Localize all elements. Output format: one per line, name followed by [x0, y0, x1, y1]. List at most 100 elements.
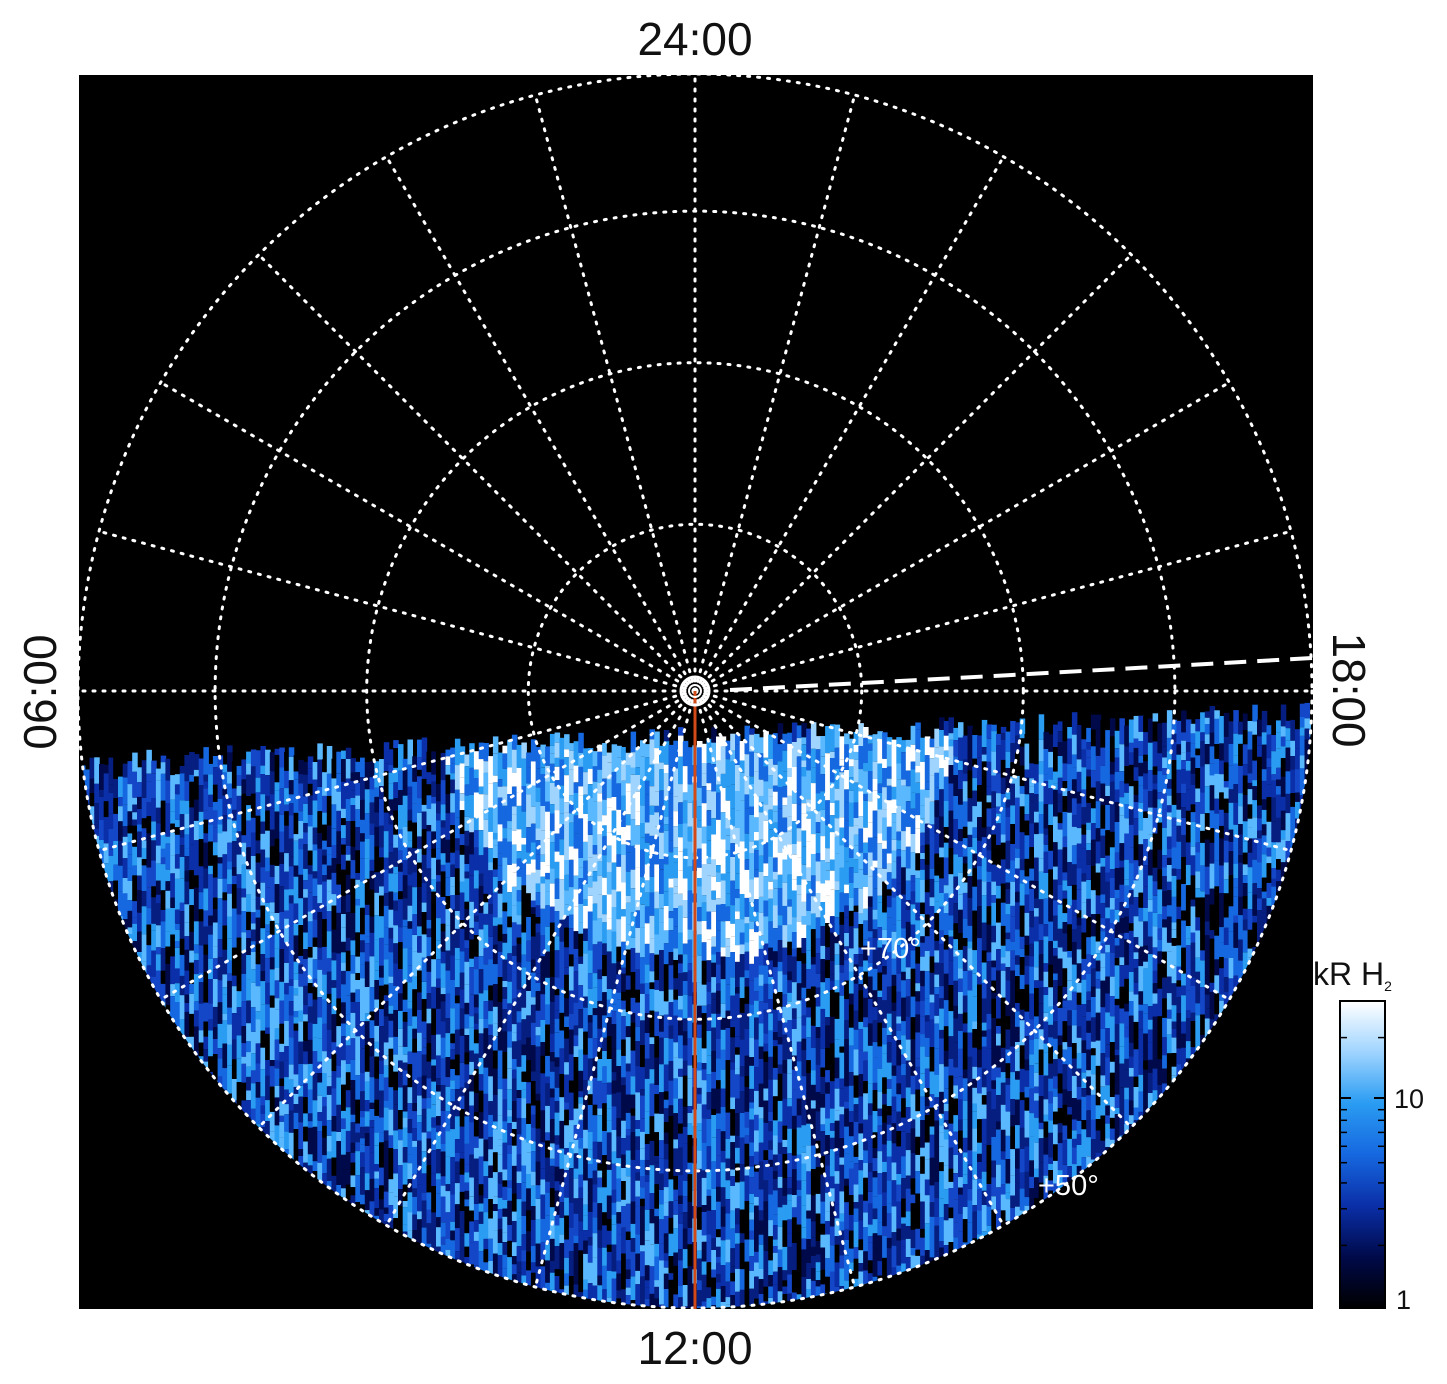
emission-cell — [549, 1165, 556, 1175]
emission-cell — [521, 811, 527, 838]
emission-cell — [488, 914, 494, 937]
emission-cell — [341, 808, 347, 819]
emission-cell — [473, 956, 480, 970]
emission-cell — [412, 872, 418, 879]
emission-cell — [383, 1016, 390, 1043]
emission-cell — [222, 815, 228, 832]
emission-cell — [473, 1007, 480, 1014]
emission-cell — [744, 1283, 750, 1308]
emission-cell — [735, 1135, 741, 1148]
emission-cell — [663, 1037, 670, 1065]
emission-cell — [697, 934, 703, 956]
emission-cell — [682, 1249, 689, 1269]
emission-cell — [298, 942, 304, 956]
emission-cell — [189, 870, 195, 890]
emission-cell — [564, 1215, 570, 1240]
emission-cell — [568, 1013, 575, 1030]
emission-cell — [345, 894, 352, 913]
emission-cell — [269, 794, 276, 809]
emission-cell — [374, 1025, 380, 1042]
emission-cell — [198, 909, 205, 922]
emission-cell — [307, 1089, 314, 1114]
emission-cell — [269, 876, 276, 903]
emission-cell — [497, 941, 504, 952]
emission-cell — [241, 932, 247, 952]
emission-cell — [725, 947, 731, 958]
emission-cell — [549, 1071, 556, 1089]
emission-cell — [649, 1223, 655, 1245]
emission-cell — [654, 980, 660, 990]
emission-cell — [189, 950, 195, 963]
emission-cell — [431, 1073, 437, 1082]
emission-cell — [730, 1169, 736, 1177]
emission-cell — [573, 1046, 580, 1057]
emission-cell — [407, 1008, 413, 1026]
emission-cell — [659, 1173, 665, 1190]
emission-cell — [678, 973, 684, 996]
emission-cell — [687, 1174, 693, 1202]
emission-cell — [540, 1194, 546, 1219]
emission-cell — [549, 830, 556, 843]
emission-cell — [507, 1003, 513, 1032]
emission-cell — [663, 864, 670, 892]
emission-cell — [265, 830, 271, 858]
emission-cell — [379, 1199, 385, 1210]
emission-cell — [464, 1206, 470, 1213]
emission-cell — [678, 1020, 684, 1036]
emission-cell — [412, 1016, 418, 1029]
emission-cell — [469, 767, 475, 795]
emission-cell — [450, 763, 456, 774]
emission-cell — [649, 1107, 655, 1117]
emission-cell — [540, 791, 546, 806]
emission-cell — [621, 1016, 627, 1040]
emission-cell — [687, 1018, 693, 1032]
emission-cell — [649, 739, 655, 765]
emission-cell — [412, 951, 418, 977]
emission-cell — [127, 825, 133, 834]
emission-cell — [260, 849, 266, 868]
emission-cell — [687, 1065, 693, 1079]
emission-cell — [720, 1069, 727, 1089]
emission-cell — [279, 912, 285, 930]
emission-cell — [540, 774, 546, 791]
emission-cell — [583, 1279, 589, 1290]
emission-cell — [336, 998, 342, 1027]
emission-cell — [488, 862, 494, 871]
emission-cell — [331, 1157, 337, 1176]
emission-cell — [146, 840, 152, 868]
emission-cell — [141, 934, 148, 962]
emission-cell — [507, 739, 513, 768]
emission-cell — [763, 1160, 769, 1181]
emission-cell — [697, 741, 703, 748]
emission-cell — [754, 796, 760, 818]
emission-cell — [545, 872, 551, 880]
emission-cell — [578, 1187, 584, 1198]
emission-cell — [659, 1204, 665, 1220]
emission-cell — [578, 867, 584, 878]
emission-cell — [530, 1071, 537, 1081]
emission-cell — [511, 922, 518, 946]
emission-cell — [682, 981, 689, 995]
emission-cell — [222, 994, 228, 1014]
emission-cell — [749, 1065, 755, 1089]
emission-cell — [606, 894, 613, 919]
emission-cell — [720, 956, 727, 980]
emission-cell — [331, 758, 337, 779]
emission-cell — [459, 1095, 466, 1110]
emission-cell — [625, 825, 632, 841]
emission-cell — [402, 875, 409, 899]
emission-cell — [621, 844, 627, 855]
emission-cell — [402, 1070, 409, 1086]
emission-cell — [587, 784, 594, 798]
emission-cell — [379, 1009, 385, 1016]
emission-cell — [464, 1246, 470, 1257]
emission-cell — [635, 1196, 641, 1207]
emission-cell — [502, 857, 508, 884]
emission-cell — [697, 806, 703, 821]
emission-cell — [649, 1069, 655, 1084]
emission-cell — [303, 761, 309, 775]
emission-cell — [279, 1101, 285, 1116]
emission-cell — [293, 923, 300, 936]
emission-cell — [184, 936, 190, 950]
emission-cell — [250, 929, 257, 942]
